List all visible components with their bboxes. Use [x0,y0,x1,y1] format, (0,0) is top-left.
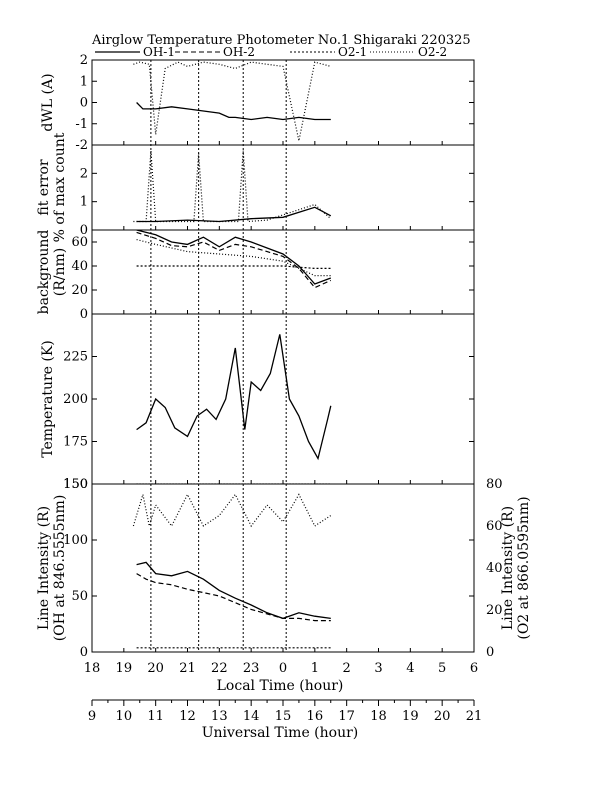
y-axis-label: (R/nm) [52,248,68,296]
y-tick-label: 60 [71,235,88,250]
x-tick-label-local: 2 [343,661,351,676]
series-line-oh-2 [136,231,332,289]
y-axis-label-right: Line Intensity (R) [500,506,516,630]
x-tick-label-universal: 16 [307,709,324,724]
series-line-o2-2 [132,493,332,528]
y-tick-label: 20 [71,283,88,298]
y-tick-label: 0 [80,645,88,660]
y-tick-label: 0 [80,223,88,238]
y-tick-label: 200 [63,392,88,407]
legend-label-o21: O2-1 [338,45,367,59]
y-tick-label-right: 40 [486,561,503,576]
y-tick-label: 0 [80,96,88,111]
y-axis-label: Temperature (K) [40,340,56,458]
y-axis-label-right: (O2 at 866.0595nm) [516,496,532,639]
y-tick-label-right: 60 [486,519,503,534]
x-tick-label-universal: 13 [211,709,228,724]
panels: -2 -1 0 1 2 dWL (A) 0 1 2 fit error% of max count… [36,53,532,660]
x-tick-label-local: 6 [470,661,478,676]
series-line-oh-1 [136,334,332,461]
x-tick-label-local: 4 [406,661,414,676]
panel-3: 150 175 200 225 Temperature (K) [40,313,475,492]
y-tick-label: 2 [80,53,88,68]
x-tick-label-universal: 9 [88,709,96,724]
series-line-o2-1 [136,265,331,269]
y-tick-label: 175 [63,435,88,450]
x-tick-label-universal: 14 [243,709,260,724]
x-tick-label-local: 19 [116,661,133,676]
series-line-oh-1 [136,102,331,121]
y-axis-label: fit error [36,159,52,216]
x-tick-label-universal: 21 [466,709,483,724]
series-line-o2-2 [136,239,331,277]
y-tick-label: 2 [80,166,88,181]
panel-2: 0 20 40 60 background (R/nm) [36,229,475,322]
x-tick-label-local: 18 [84,661,101,676]
x-tick-label-local: 3 [374,661,382,676]
series-line-oh-1 [136,561,331,620]
y-tick-label-right: 80 [486,477,503,492]
x-tick-label-universal: 17 [338,709,355,724]
x-tick-label-local: 20 [147,661,164,676]
y-tick-label: 40 [71,259,88,274]
legend-label-o22: O2-2 [418,45,447,59]
x-tick-label-universal: 11 [147,709,164,724]
y-tick-label: 150 [63,477,88,492]
series-line-o2-2 [133,61,331,141]
x-tick-label-universal: 19 [402,709,419,724]
x-tick-label-local: 1 [311,661,319,676]
x-tick-label-local: 0 [279,661,287,676]
legend: OH-1 OH-2 O2-1 O2-2 [95,45,447,59]
y-tick-label: 50 [71,589,88,604]
x-tick-label-local: 22 [211,661,228,676]
y-axis-label: dWL (A) [40,73,56,131]
x-tick-label-local: 23 [243,661,260,676]
y-tick-label-right: 20 [486,603,503,618]
y-axis-label: (OH at 846.5555nm) [52,495,68,642]
legend-label-oh2: OH-2 [223,45,255,59]
x-axis-label-universal: Universal Time (hour) [202,725,359,741]
y-axis-label: % of max count [52,132,68,242]
chart-title: Airglow Temperature Photometer No.1 Shig… [91,33,471,48]
y-tick-label: 1 [80,74,88,89]
y-tick-label: 0 [80,307,88,322]
x-tick-label-universal: 10 [116,709,133,724]
x-tick-label-universal: 18 [370,709,387,724]
y-tick-label: -2 [75,138,88,153]
y-tick-label: -1 [75,117,88,132]
y-tick-label: 100 [63,533,88,548]
panel-1: 0 1 2 fit error% of max count [36,132,475,242]
x-tick-label-universal: 15 [275,709,292,724]
series-line-oh-1 [136,230,332,285]
x-tick-label-local: 5 [438,661,446,676]
y-axis-label: Line Intensity (R) [36,506,52,630]
y-tick-label: 150 [63,477,88,492]
series-line-o2-2 [133,150,332,223]
legend-label-oh1: OH-1 [143,45,175,59]
y-tick-label-right: 0 [486,645,494,660]
x-axis-label-local: Local Time (hour) [217,678,344,694]
y-tick-label: 225 [63,350,88,365]
y-axis-label: background [36,230,52,315]
x-tick-label-universal: 12 [179,709,196,724]
y-tick-label: 1 [80,195,88,210]
x-tick-label-local: 21 [179,661,196,676]
x-tick-label-universal: 20 [434,709,451,724]
